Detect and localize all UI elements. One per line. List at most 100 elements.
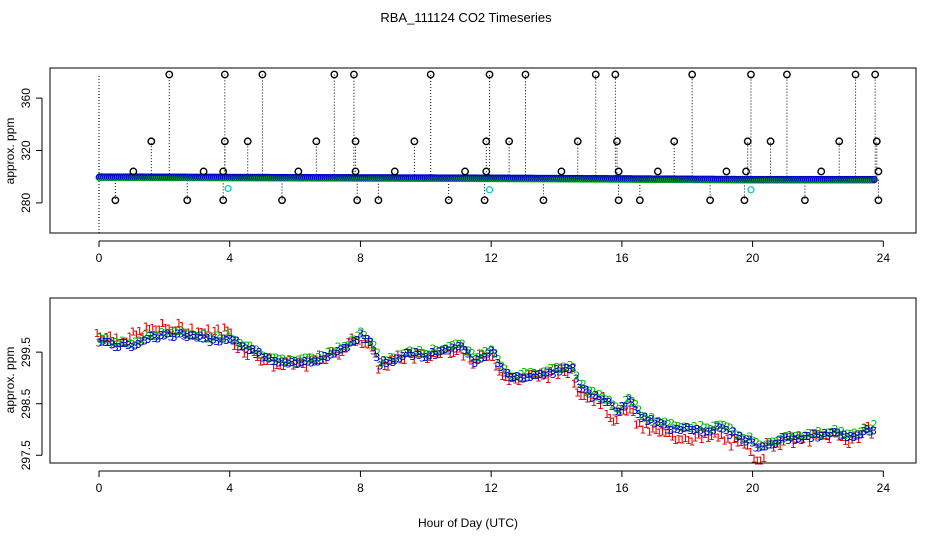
series-3-point: 3 [475,354,482,367]
series-2-point: 2 [482,345,489,358]
series-2-point: 2 [528,366,535,379]
series-2-point: 2 [570,361,577,374]
series-1-point: 1 [620,404,627,417]
series-1-point: 1 [629,406,636,419]
series-3-point: 3 [798,434,805,447]
series-3-point: 3 [151,332,158,345]
bottom-x-tick-label: 12 [484,481,498,495]
series-1-point: 1 [175,317,182,330]
series-1-point: 1 [221,322,228,335]
series-2-point: 2 [413,346,420,359]
top-panel-axes: 0 4 8 12 16 20 24 280 320 360 [19,88,890,265]
series-2-point: 2 [505,367,512,380]
series-1-point: 1 [744,440,751,453]
series-1-point: 1 [728,441,735,454]
min-point [444,196,453,205]
series-3-point: 3 [416,349,423,362]
series-2-point: 2 [701,421,708,434]
min-point [874,196,883,205]
series-3-point: 3 [462,344,469,357]
series-3-point: 3 [154,332,161,345]
series-2-point: 2 [469,347,476,360]
series-3-point: 3 [501,366,508,379]
series-2-point: 2 [567,359,574,372]
series-1-point: 1 [541,368,548,381]
series-1-point: 1 [375,363,382,376]
series-2-point: 2 [351,334,358,347]
bottom-panel: 1111111111111111111111111111111111111111… [3,297,917,495]
series-1-point: 1 [515,375,522,388]
series-2-points: 2222222222222222222222222222222222222222… [96,324,877,453]
top-extreme-points [111,70,883,205]
series-1-point: 1 [835,431,842,444]
series-2-point: 2 [498,359,505,372]
series-3-point: 3 [184,331,191,344]
bottom-y-tick-label: 298.5 [19,388,33,418]
series-1-point: 1 [430,347,437,360]
series-1-point: 1 [241,348,248,361]
series-2-point: 2 [318,349,325,362]
series-1-point: 1 [822,429,829,442]
series-3-point: 3 [867,425,874,438]
series-3-point: 3 [645,415,652,428]
series-1-point: 1 [237,340,244,353]
series-1-point: 1 [358,338,365,351]
series-1-point: 1 [760,452,767,465]
series-3-point: 3 [671,423,678,436]
series-1-point: 1 [721,434,728,447]
series-2-point: 2 [730,425,737,438]
series-1-point: 1 [286,354,293,367]
series-1-point: 1 [701,428,708,441]
series-2-point: 2 [733,428,740,441]
series-2-point: 2 [603,394,610,407]
series-2-point: 2 [809,427,816,440]
series-3-point: 3 [439,344,446,357]
top-baseline-points [95,173,878,184]
series-2-point: 2 [812,427,819,440]
series-1-point: 1 [335,349,342,362]
min-point [219,196,228,205]
series-2-point: 2 [769,436,776,449]
mid-point [219,167,228,176]
series-2-point: 2 [799,431,806,444]
series-1-point: 1 [662,427,669,440]
series-3-point: 3 [782,431,789,444]
series-3-point: 3 [609,400,616,413]
series-2-point: 2 [514,370,521,383]
mid-point [742,167,750,176]
series-1-point: 1 [590,396,597,409]
series-3-point: 3 [233,334,240,347]
series-2-point: 2 [201,328,208,341]
series-3-point: 3 [690,424,697,437]
series-3-point: 3 [779,431,786,444]
series-3-point: 3 [615,405,622,418]
series-2-point: 2 [665,418,672,431]
series-3-point: 3 [465,347,472,360]
series-2-point: 2 [851,427,858,440]
min-point [614,196,623,205]
series-3-point: 3 [350,335,357,348]
series-1-point: 1 [162,322,169,335]
series-2-point: 2 [178,324,185,337]
series-2-point: 2 [635,404,642,417]
series-3-point: 3 [105,336,112,349]
series-1-point: 1 [208,331,215,344]
series-1-point: 1 [280,360,287,373]
series-2-point: 2 [345,339,352,352]
series-3-point: 3 [530,369,537,382]
chart-title: RBA_111124 CO2 Timeseries [380,10,552,25]
series-2-point: 2 [773,436,780,449]
series-1-point: 1 [584,393,591,406]
series-3-point: 3 [180,329,187,342]
series-3-point: 3 [481,351,488,364]
series-1-point: 1 [767,436,774,449]
series-1-point: 1 [296,355,303,368]
series-1-point: 1 [672,434,679,447]
series-2-point: 2 [109,338,116,351]
series-1-point: 1 [858,428,865,441]
series-1-point: 1 [695,429,702,442]
series-1-point: 1 [103,331,110,344]
series-2-point: 2 [782,430,789,443]
series-1-point: 1 [260,355,267,368]
